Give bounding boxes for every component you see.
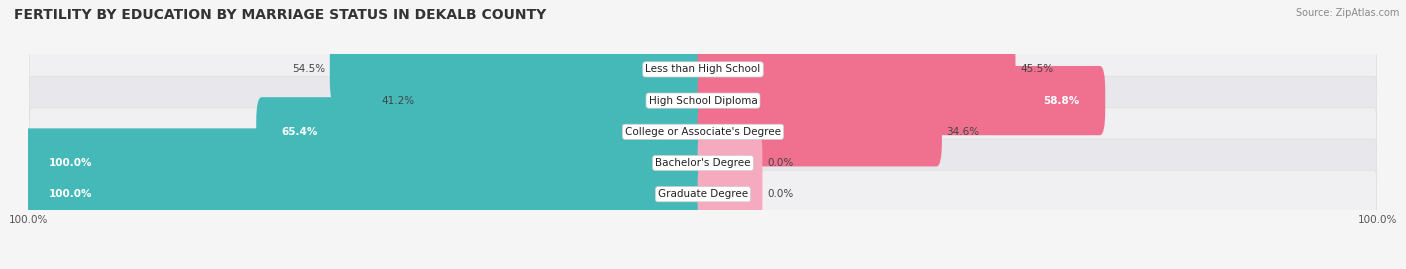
FancyBboxPatch shape — [697, 160, 762, 229]
Text: College or Associate's Degree: College or Associate's Degree — [626, 127, 780, 137]
FancyBboxPatch shape — [30, 108, 1376, 156]
FancyBboxPatch shape — [22, 128, 709, 198]
Text: FERTILITY BY EDUCATION BY MARRIAGE STATUS IN DEKALB COUNTY: FERTILITY BY EDUCATION BY MARRIAGE STATU… — [14, 8, 547, 22]
FancyBboxPatch shape — [419, 66, 709, 135]
Text: 0.0%: 0.0% — [768, 158, 793, 168]
FancyBboxPatch shape — [30, 77, 1376, 125]
Text: Source: ZipAtlas.com: Source: ZipAtlas.com — [1295, 8, 1399, 18]
Text: 54.5%: 54.5% — [292, 64, 325, 75]
Text: 65.4%: 65.4% — [281, 127, 318, 137]
Text: Less than High School: Less than High School — [645, 64, 761, 75]
FancyBboxPatch shape — [30, 139, 1376, 187]
FancyBboxPatch shape — [697, 128, 762, 198]
Text: 45.5%: 45.5% — [1021, 64, 1053, 75]
Text: 58.8%: 58.8% — [1043, 95, 1080, 106]
Text: 0.0%: 0.0% — [768, 189, 793, 199]
Text: 41.2%: 41.2% — [381, 95, 415, 106]
FancyBboxPatch shape — [30, 45, 1376, 93]
Text: Bachelor's Degree: Bachelor's Degree — [655, 158, 751, 168]
FancyBboxPatch shape — [697, 66, 1105, 135]
FancyBboxPatch shape — [30, 170, 1376, 218]
Text: High School Diploma: High School Diploma — [648, 95, 758, 106]
Text: Graduate Degree: Graduate Degree — [658, 189, 748, 199]
Text: 100.0%: 100.0% — [48, 158, 91, 168]
FancyBboxPatch shape — [697, 35, 1015, 104]
FancyBboxPatch shape — [697, 97, 942, 167]
FancyBboxPatch shape — [256, 97, 709, 167]
Text: 100.0%: 100.0% — [48, 189, 91, 199]
FancyBboxPatch shape — [330, 35, 709, 104]
Text: 34.6%: 34.6% — [946, 127, 980, 137]
FancyBboxPatch shape — [22, 160, 709, 229]
